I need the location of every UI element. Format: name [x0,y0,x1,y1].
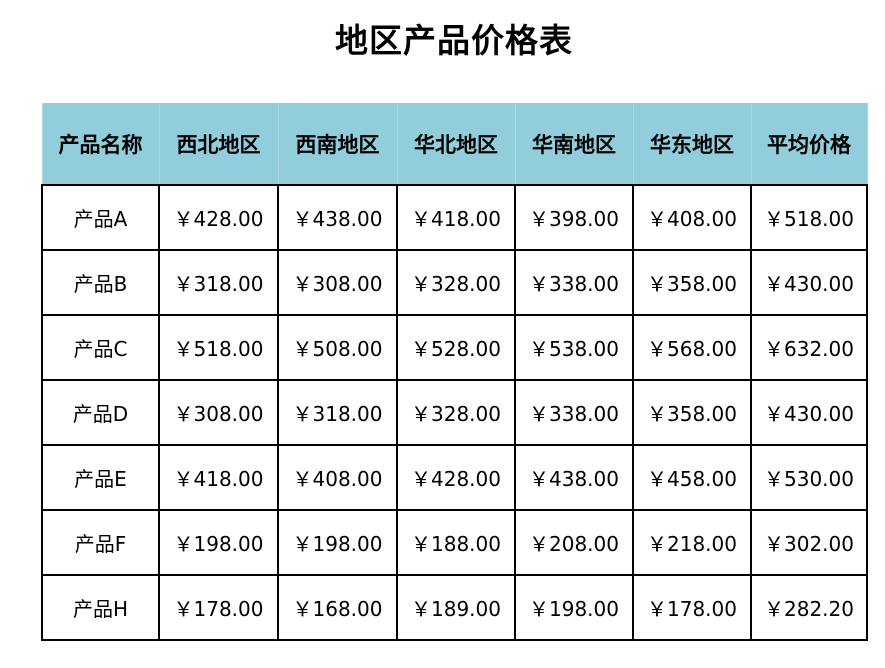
column-header: 华东地区 [632,103,752,186]
price-cell: ￥338.00 [514,379,634,446]
price-cell: ￥428.00 [158,184,279,251]
column-header: 西北地区 [158,103,279,186]
price-cell: ￥198.00 [158,509,279,576]
column-header: 平均价格 [750,103,868,186]
price-cell: ￥568.00 [632,314,752,381]
price-cell: ￥418.00 [396,184,516,251]
price-cell: ￥178.00 [632,574,752,641]
page-title: 地区产品价格表 [335,21,573,60]
price-cell: ￥458.00 [632,444,752,511]
price-cell: ￥282.20 [750,574,868,641]
product-name-cell: 产品A [41,184,160,251]
price-cell: ￥328.00 [396,249,516,316]
price-cell: ￥408.00 [632,184,752,251]
price-cell: ￥208.00 [514,509,634,576]
price-cell: ￥328.00 [396,379,516,446]
table-row: 产品D ￥308.00 ￥318.00 ￥328.00 ￥338.00 ￥358.00 ￥4… [41,379,868,446]
price-cell: ￥430.00 [750,379,868,446]
price-cell: ￥189.00 [396,574,516,641]
price-cell: ￥530.00 [750,444,868,511]
price-cell: ￥430.00 [750,249,868,316]
price-cell: ￥518.00 [158,314,279,381]
product-name-cell: 产品C [41,314,160,381]
table-row: 产品F ￥198.00 ￥198.00 ￥188.00 ￥208.00 ￥218.00 ￥3… [41,509,868,576]
price-cell: ￥538.00 [514,314,634,381]
column-header: 西南地区 [277,103,398,186]
table-row: 产品B ￥318.00 ￥308.00 ￥328.00 ￥338.00 ￥358.00 ￥4… [41,249,868,316]
product-name-cell: 产品E [41,444,160,511]
product-name-cell: 产品B [41,249,160,316]
column-header: 华北地区 [396,103,516,186]
price-cell: ￥438.00 [514,444,634,511]
price-cell: ￥408.00 [277,444,398,511]
price-cell: ￥198.00 [514,574,634,641]
price-table: 产品名称 西北地区 西南地区 华北地区 华南地区 华东地区 平均价格 产品A ￥428.00 ￥… [41,103,868,641]
price-cell: ￥178.00 [158,574,279,641]
price-cell: ￥198.00 [277,509,398,576]
table-row: 产品H ￥178.00 ￥168.00 ￥189.00 ￥198.00 ￥178.00 ￥2… [41,574,868,641]
table-row: 产品E ￥418.00 ￥408.00 ￥428.00 ￥438.00 ￥458.00 ￥5… [41,444,868,511]
price-cell: ￥338.00 [514,249,634,316]
price-cell: ￥218.00 [632,509,752,576]
price-cell: ￥438.00 [277,184,398,251]
price-cell: ￥418.00 [158,444,279,511]
product-name-cell: 产品F [41,509,160,576]
price-cell: ￥528.00 [396,314,516,381]
product-name-cell: 产品H [41,574,160,641]
price-cell: ￥358.00 [632,379,752,446]
price-cell: ￥508.00 [277,314,398,381]
table-header-row: 产品名称 西北地区 西南地区 华北地区 华南地区 华东地区 平均价格 [41,103,868,186]
table-body: 产品A ￥428.00 ￥438.00 ￥418.00 ￥398.00 ￥408.00 ￥5… [41,184,868,641]
price-cell: ￥168.00 [277,574,398,641]
product-name-cell: 产品D [41,379,160,446]
price-cell: ￥358.00 [632,249,752,316]
table-row: 产品C ￥518.00 ￥508.00 ￥528.00 ￥538.00 ￥568.00 ￥6… [41,314,868,381]
price-cell: ￥318.00 [158,249,279,316]
column-header: 产品名称 [41,103,160,186]
price-cell: ￥318.00 [277,379,398,446]
price-cell: ￥308.00 [277,249,398,316]
price-cell: ￥428.00 [396,444,516,511]
price-cell: ￥308.00 [158,379,279,446]
price-cell: ￥302.00 [750,509,868,576]
price-cell: ￥632.00 [750,314,868,381]
table-row: 产品A ￥428.00 ￥438.00 ￥418.00 ￥398.00 ￥408.00 ￥5… [41,184,868,251]
column-header: 华南地区 [514,103,634,186]
price-cell: ￥398.00 [514,184,634,251]
price-cell: ￥518.00 [750,184,868,251]
price-cell: ￥188.00 [396,509,516,576]
